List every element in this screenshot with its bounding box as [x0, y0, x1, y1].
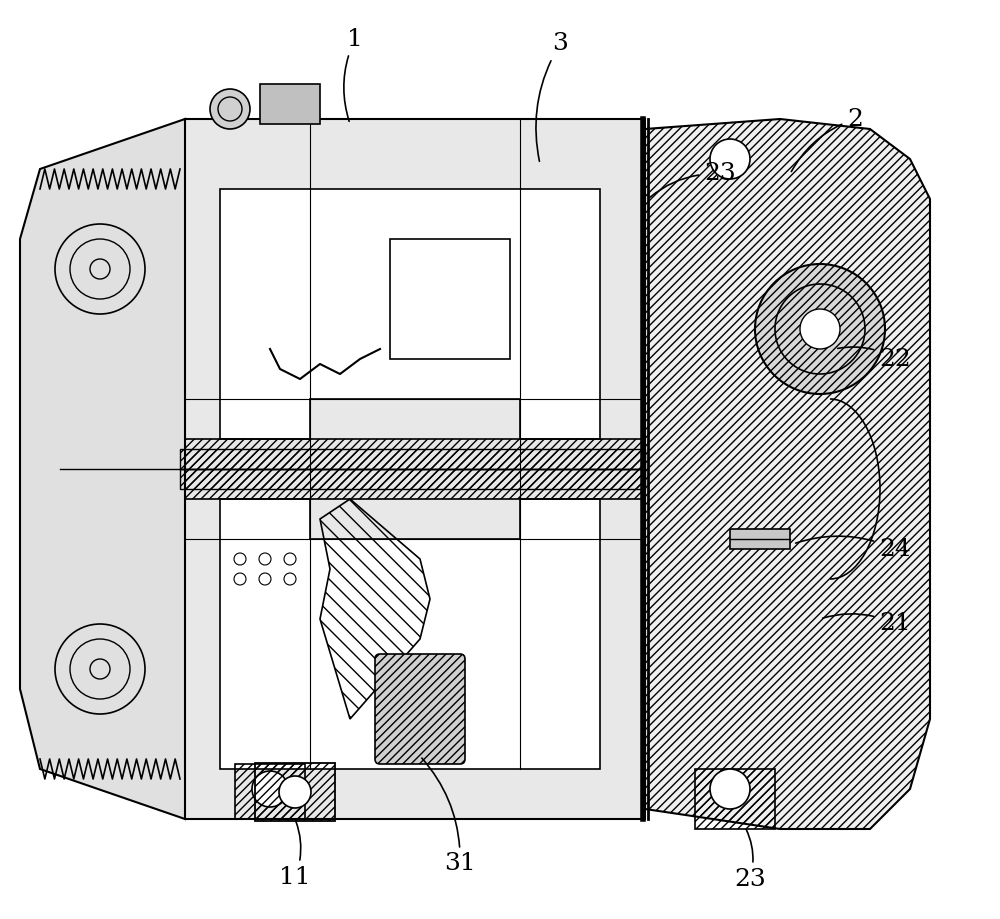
Text: 21: 21	[823, 612, 911, 636]
Text: 31: 31	[422, 758, 476, 876]
Circle shape	[252, 771, 288, 807]
Bar	[255, 763, 335, 821]
Bar	[390, 239, 510, 359]
Bar	[180, 449, 645, 469]
Text: 3: 3	[536, 32, 568, 162]
Circle shape	[710, 769, 750, 809]
Text: 1: 1	[344, 28, 363, 121]
Bar	[730, 529, 790, 549]
Text: 24: 24	[796, 536, 911, 561]
Polygon shape	[120, 119, 645, 819]
Bar	[235, 764, 305, 819]
Circle shape	[755, 264, 885, 394]
Circle shape	[710, 139, 750, 179]
Polygon shape	[220, 499, 600, 769]
Circle shape	[800, 309, 840, 349]
Polygon shape	[645, 119, 930, 829]
FancyBboxPatch shape	[375, 654, 465, 764]
Bar	[695, 769, 775, 829]
Text: 11: 11	[279, 822, 311, 889]
Text: 23: 23	[734, 830, 766, 891]
Text: 22: 22	[838, 347, 911, 370]
Bar	[180, 469, 645, 489]
Polygon shape	[20, 119, 185, 819]
Text: 23: 23	[650, 163, 736, 198]
Polygon shape	[220, 189, 600, 439]
Circle shape	[210, 89, 250, 129]
Text: 2: 2	[791, 108, 863, 172]
Circle shape	[279, 776, 311, 808]
Bar	[260, 84, 320, 124]
